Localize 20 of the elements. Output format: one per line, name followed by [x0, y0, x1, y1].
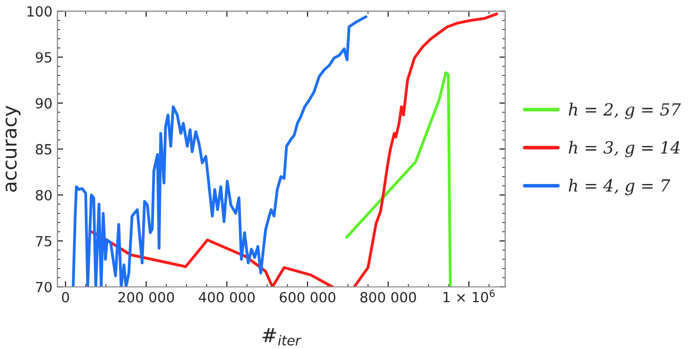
y-tick-label: 90	[36, 98, 52, 109]
y-tick-label: 100	[28, 6, 52, 17]
line-series	[345, 71, 452, 287]
y-axis-title: accuracy	[6, 106, 21, 192]
line-series	[72, 15, 368, 287]
x-tick-label: 800 000	[360, 292, 416, 302]
x-tick-label: 600 000	[280, 292, 336, 302]
legend-label: h = 4, g = 7	[568, 178, 670, 196]
y-tick-label: 80	[36, 190, 52, 200]
y-tick-label: 85	[36, 144, 52, 154]
x-tick-label: 200 000	[118, 292, 174, 302]
y-tick-label: 75	[36, 236, 52, 246]
x-axis-title: #$_{iter}$	[262, 328, 302, 346]
y-tick-label: 70	[36, 282, 52, 292]
legend-label: h = 2, g = 57	[568, 102, 681, 120]
legend-label: h = 3, g = 14	[568, 140, 680, 158]
x-tick-label: 1 × 10$^{6}$	[444, 290, 495, 302]
y-tick-label: 95	[36, 52, 52, 63]
x-tick-label: 0	[62, 292, 69, 302]
x-tick-label: 400 000	[198, 292, 255, 302]
